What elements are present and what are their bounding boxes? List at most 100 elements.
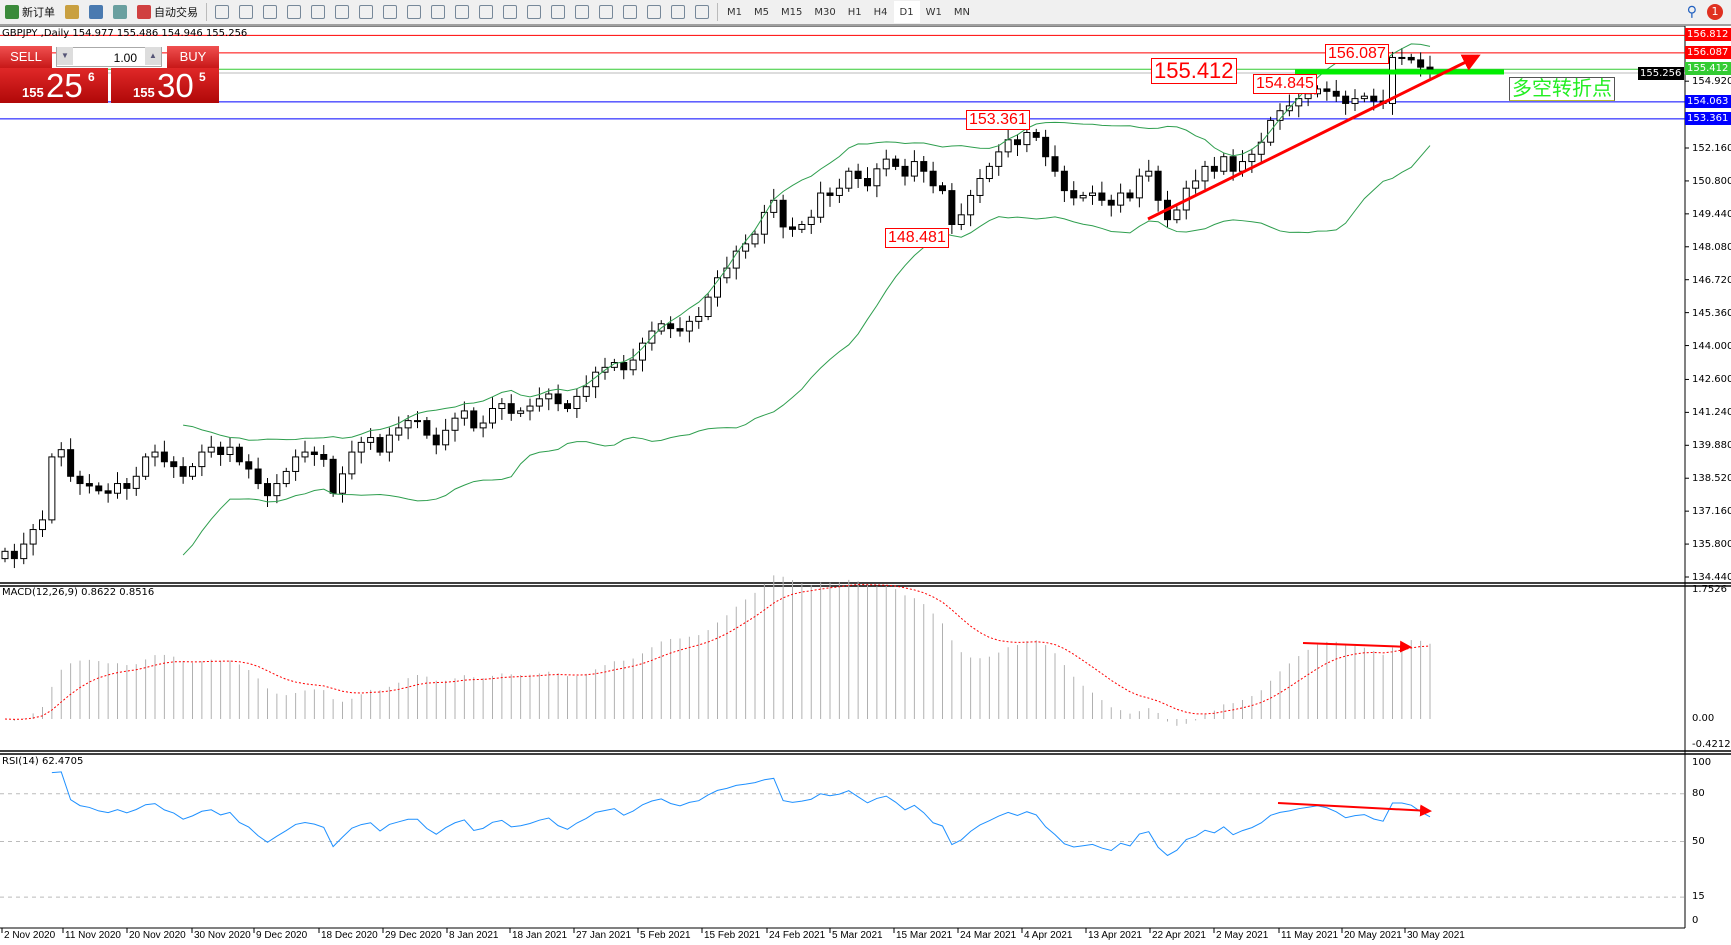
candle-bull-body [882, 158, 890, 170]
signals-button[interactable] [108, 1, 132, 23]
buy-price[interactable]: 155 30 5 [111, 68, 219, 103]
candle-bull-body [639, 342, 646, 361]
notifications-badge[interactable]: 1 [1707, 4, 1723, 20]
periods-button[interactable] [426, 1, 450, 23]
buy-price-prefix: 155 [133, 85, 155, 100]
auto-scroll-button[interactable] [354, 1, 378, 23]
timeframe-m1[interactable]: M1 [727, 6, 742, 18]
sell-price[interactable]: 155 25 6 [0, 68, 108, 103]
candle-bear-body [1098, 192, 1106, 201]
candle [779, 194, 787, 239]
timeframe-d1[interactable]: D1 [893, 1, 920, 23]
candle-bull-body [545, 393, 553, 400]
lot-decrease-button[interactable]: ▼ [57, 47, 73, 65]
price-tick-label: 150.800 [1692, 176, 1731, 187]
annotation-154845[interactable]: 154.845 [1253, 74, 1317, 94]
candle [301, 440, 309, 463]
candle-bull-body [957, 214, 965, 226]
bar-chart-button[interactable] [210, 1, 234, 23]
rsi-label: RSI(14) 62.4705 [2, 756, 84, 767]
candle [573, 388, 581, 418]
trendline-button[interactable] [570, 1, 594, 23]
candle [892, 155, 900, 171]
sell-button[interactable]: SELL [0, 46, 52, 68]
timeframe-h4[interactable]: H4 [873, 6, 888, 18]
equidistant-channel-button[interactable] [594, 1, 618, 23]
auto-trading-icon [137, 5, 151, 19]
chart-header: GBPJPY ,Daily 154.977 155.486 154.946 15… [2, 28, 248, 39]
candle-bull-body [685, 320, 693, 332]
candle-bull-body [29, 529, 37, 545]
candle [620, 354, 628, 380]
vertical-line-button[interactable] [522, 1, 546, 23]
date-label: 30 Nov 2020 [194, 930, 251, 941]
timeframe-m30[interactable]: M30 [814, 6, 836, 18]
trendline-icon [575, 5, 589, 19]
candle [1201, 160, 1209, 193]
fibonacci-button[interactable] [618, 1, 642, 23]
tile-windows-button[interactable] [330, 1, 354, 23]
candle-bull-body [226, 446, 234, 455]
annotation-156087[interactable]: 156.087 [1325, 44, 1389, 64]
candle-bear-body [554, 393, 562, 405]
annotation-153361[interactable]: 153.361 [966, 110, 1030, 130]
candle-bear-body [320, 453, 328, 460]
candlesticks-button[interactable] [234, 1, 258, 23]
candle-bull-body [807, 216, 815, 226]
candle-bull-body [835, 187, 843, 196]
lot-increase-button[interactable]: ▲ [145, 47, 161, 65]
candle [592, 366, 600, 399]
timeframe-m15[interactable]: M15 [781, 6, 803, 18]
candle [235, 443, 243, 466]
auto-trading-button[interactable]: 自动交易 [132, 1, 203, 23]
date-label: 4 Apr 2021 [1024, 930, 1073, 941]
candle-bull-body [460, 410, 468, 419]
date-label: 20 Nov 2020 [129, 930, 186, 941]
annotation-148481[interactable]: 148.481 [885, 228, 949, 248]
candle-bear-body [423, 420, 431, 436]
crosshair-button[interactable] [498, 1, 522, 23]
buy-button[interactable]: BUY [167, 46, 219, 68]
new-order-label: 新订单 [22, 6, 55, 19]
annotation-trend-turning-point[interactable]: 多空转折点 [1509, 77, 1615, 101]
horizontal-line-button[interactable] [546, 1, 570, 23]
zoom-out-button[interactable] [306, 1, 330, 23]
timeframe-mn[interactable]: MN [953, 6, 970, 18]
annotation-155412[interactable]: 155.412 [1151, 58, 1237, 84]
search-icon[interactable]: ⚲ [1686, 4, 1697, 20]
timeframe-m5[interactable]: M5 [754, 6, 769, 18]
text-label-button[interactable] [666, 1, 690, 23]
templates-button[interactable] [450, 1, 474, 23]
date-label: 2 May 2021 [1216, 930, 1269, 941]
macd-tick-label: -0.4212 [1692, 739, 1731, 750]
candle-bear-body [104, 490, 112, 494]
text-button[interactable] [642, 1, 666, 23]
candle-bear-body [779, 199, 787, 228]
timeframe-w1[interactable]: W1 [925, 6, 942, 18]
indicators-button[interactable] [402, 1, 426, 23]
chart-shift-button[interactable] [378, 1, 402, 23]
arrows-button[interactable] [690, 1, 714, 23]
candle [995, 144, 1003, 176]
cursor-button[interactable] [474, 1, 498, 23]
new-order-button[interactable]: 新订单 [0, 1, 60, 23]
candle-bull-body [142, 456, 150, 477]
candle-bull-body [339, 473, 346, 494]
templates-icon [455, 5, 469, 19]
metaeditor-button[interactable] [60, 1, 84, 23]
text-label-icon [671, 5, 685, 19]
candle [1295, 93, 1303, 118]
candle [376, 433, 384, 456]
candle [170, 456, 178, 478]
navigator-button[interactable] [84, 1, 108, 23]
candle [179, 457, 187, 484]
zoom-in-button[interactable] [282, 1, 306, 23]
timeframe-h1[interactable]: H1 [847, 6, 862, 18]
candle [489, 397, 496, 429]
candle-bull-body [1351, 98, 1359, 104]
candle-bull-body [714, 277, 721, 298]
line-chart-button[interactable] [258, 1, 282, 23]
candle-bull-body [39, 519, 46, 531]
lot-size-input[interactable]: 1.00 [56, 47, 162, 67]
